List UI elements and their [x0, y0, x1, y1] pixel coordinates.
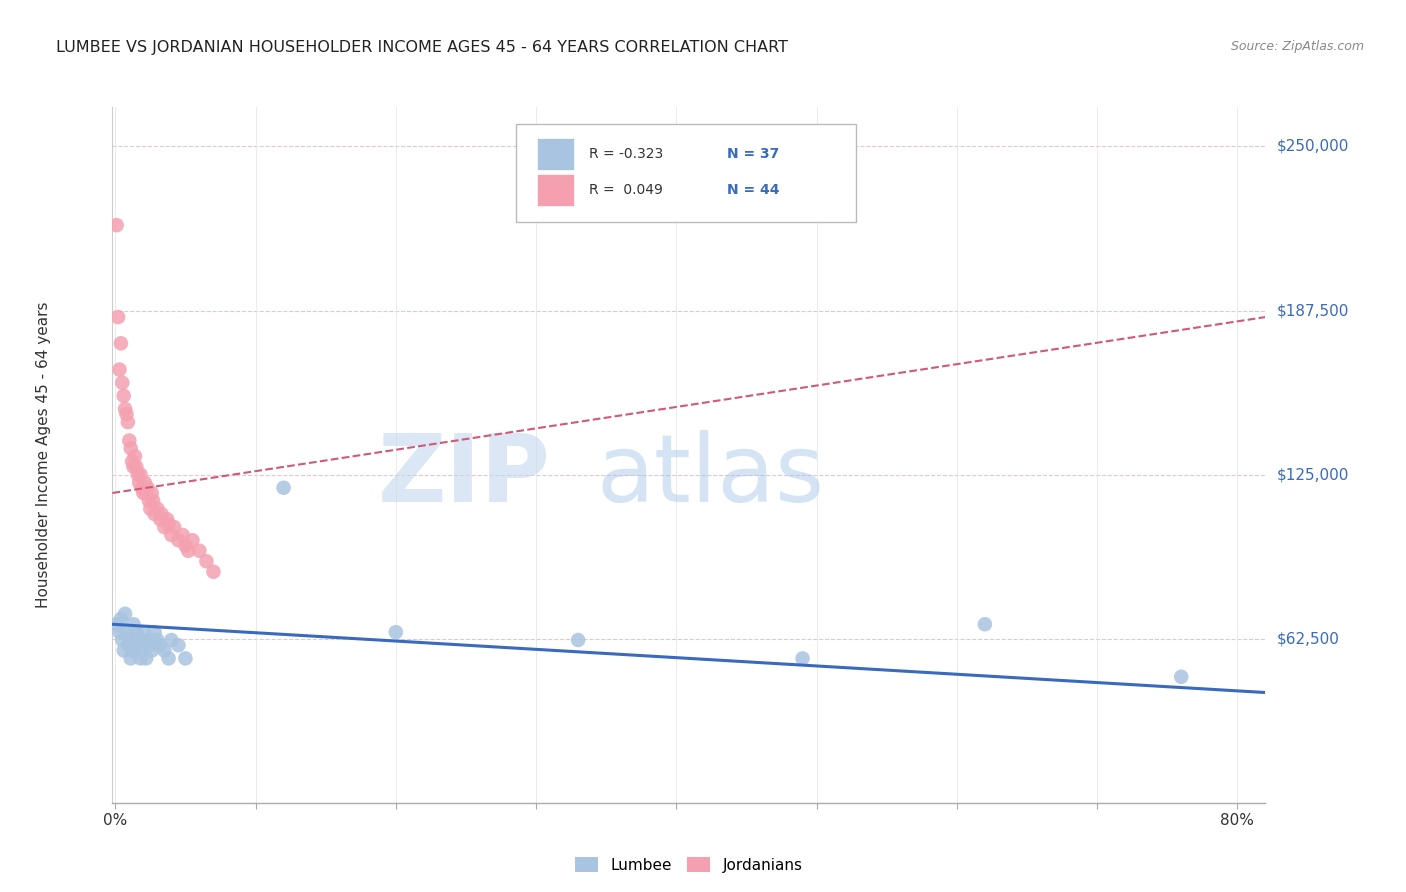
Point — [118, 434, 141, 448]
Point — [174, 651, 197, 665]
Point — [135, 651, 157, 665]
Point — [157, 517, 180, 532]
Point — [115, 625, 138, 640]
Point — [125, 625, 148, 640]
Point — [167, 638, 190, 652]
Point — [112, 389, 135, 403]
Point — [115, 407, 138, 421]
Point — [129, 651, 152, 665]
Text: atlas: atlas — [596, 430, 825, 522]
Point — [141, 486, 163, 500]
Point — [167, 533, 190, 548]
Point — [156, 512, 179, 526]
Point — [138, 638, 160, 652]
Text: N = 37: N = 37 — [727, 146, 779, 161]
Point — [135, 486, 157, 500]
FancyBboxPatch shape — [516, 124, 856, 222]
Point — [149, 512, 172, 526]
Point — [136, 481, 159, 495]
Point — [108, 625, 131, 640]
Text: N = 44: N = 44 — [727, 183, 779, 197]
Point — [111, 376, 134, 390]
Point — [108, 362, 131, 376]
Point — [121, 454, 143, 468]
Point — [195, 554, 218, 568]
Point — [125, 459, 148, 474]
Point — [112, 643, 135, 657]
Point — [132, 625, 155, 640]
Point — [105, 617, 128, 632]
Text: R =  0.049: R = 0.049 — [589, 183, 662, 197]
Point — [114, 607, 136, 621]
Point — [131, 481, 153, 495]
Point — [139, 633, 162, 648]
Point — [138, 494, 160, 508]
Point — [128, 643, 150, 657]
FancyBboxPatch shape — [537, 174, 574, 206]
Point — [132, 486, 155, 500]
Legend: Lumbee, Jordanians: Lumbee, Jordanians — [569, 850, 808, 879]
Point — [105, 218, 128, 232]
Point — [131, 633, 153, 648]
Point — [160, 528, 183, 542]
Point — [150, 507, 173, 521]
Point — [111, 633, 134, 648]
Point — [973, 617, 995, 632]
Point — [163, 520, 186, 534]
Point — [127, 467, 149, 482]
Point — [174, 539, 197, 553]
Text: LUMBEE VS JORDANIAN HOUSEHOLDER INCOME AGES 45 - 64 YEARS CORRELATION CHART: LUMBEE VS JORDANIAN HOUSEHOLDER INCOME A… — [56, 40, 789, 55]
Point — [1170, 670, 1192, 684]
Point — [202, 565, 225, 579]
Point — [139, 501, 162, 516]
Point — [127, 638, 149, 652]
Point — [122, 459, 145, 474]
Point — [141, 643, 163, 657]
Point — [124, 633, 146, 648]
Text: Source: ZipAtlas.com: Source: ZipAtlas.com — [1230, 40, 1364, 54]
Point — [149, 638, 172, 652]
Point — [172, 528, 194, 542]
Point — [157, 651, 180, 665]
Point — [110, 336, 132, 351]
Point — [117, 638, 139, 652]
Point — [134, 475, 156, 490]
FancyBboxPatch shape — [537, 137, 574, 169]
Point — [188, 543, 211, 558]
Point — [146, 633, 169, 648]
Point — [122, 617, 145, 632]
Text: $187,500: $187,500 — [1277, 303, 1348, 318]
Point — [143, 507, 166, 521]
Point — [153, 520, 176, 534]
Point — [792, 651, 814, 665]
Point — [181, 533, 204, 548]
Text: $250,000: $250,000 — [1277, 139, 1348, 154]
Point — [146, 501, 169, 516]
Text: ZIP: ZIP — [378, 430, 551, 522]
Point — [129, 467, 152, 482]
Point — [128, 475, 150, 490]
Text: Householder Income Ages 45 - 64 years: Householder Income Ages 45 - 64 years — [35, 301, 51, 608]
Point — [142, 494, 165, 508]
Point — [385, 625, 408, 640]
Point — [124, 449, 146, 463]
Text: R = -0.323: R = -0.323 — [589, 146, 662, 161]
Point — [107, 310, 129, 324]
Point — [177, 543, 200, 558]
Point — [120, 651, 142, 665]
Point — [160, 633, 183, 648]
Point — [110, 612, 132, 626]
Point — [118, 631, 141, 645]
Point — [121, 643, 143, 657]
Point — [567, 633, 589, 648]
Text: $62,500: $62,500 — [1277, 632, 1340, 646]
Point — [153, 643, 176, 657]
Point — [143, 625, 166, 640]
Point — [273, 481, 295, 495]
Point — [120, 442, 142, 456]
Text: $125,000: $125,000 — [1277, 467, 1348, 482]
Point — [117, 415, 139, 429]
Point — [114, 401, 136, 416]
